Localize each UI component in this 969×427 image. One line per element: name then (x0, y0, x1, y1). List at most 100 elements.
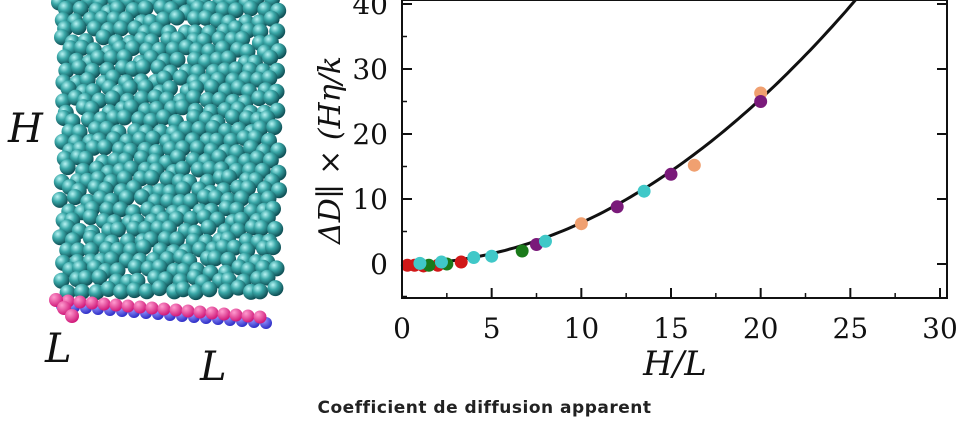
fluid-particle (103, 49, 120, 66)
fit-curve-group (402, 0, 858, 266)
fluid-particle (59, 159, 76, 176)
y-tick-label: 10 (352, 183, 388, 216)
wall-particle-magenta (253, 310, 267, 324)
fluid-particle (72, 0, 89, 17)
fluid-particle (183, 210, 200, 227)
data-point (434, 255, 448, 269)
axis-ticks: 0 5 10 15 20 25 30 0 10 20 30 40 (352, 0, 957, 345)
fluid-particle (73, 39, 90, 56)
wall-particle-magenta (73, 295, 87, 309)
figure-caption: Coefficient de diffusion apparent (317, 398, 652, 418)
fluid-particle (175, 281, 192, 298)
fluid-particle (168, 231, 185, 248)
fluid-particle (91, 269, 108, 286)
wall-particle-magenta (97, 297, 111, 311)
y-tick-label: 40 (352, 0, 388, 21)
fluid-particle (174, 160, 191, 177)
data-point (485, 249, 499, 263)
fluid-particle (151, 280, 168, 297)
x-tick-label: 15 (653, 312, 689, 345)
fluid-particle (122, 79, 138, 96)
data-points (400, 86, 768, 273)
fluid-particle (90, 49, 107, 66)
fluid-particle (252, 23, 269, 40)
fluid-particle (145, 130, 161, 147)
fluid-particle (83, 242, 99, 259)
fluid-particle (77, 270, 94, 286)
fluid-particle (70, 19, 87, 35)
fluid-particle (205, 120, 222, 136)
fluid-particle (134, 189, 150, 206)
fluid-particle (228, 2, 244, 19)
length-label-left: L (44, 326, 72, 372)
fluid-particle (133, 90, 150, 107)
y-axis-label: ΔD∥ × (Hη/k (313, 56, 348, 245)
fluid-particle (116, 109, 133, 126)
fluid-particle (201, 281, 218, 298)
fluid-particle (67, 189, 83, 206)
fluid-particle (96, 139, 113, 156)
length-label-bottom: L (199, 344, 227, 390)
fluid-particle (262, 49, 279, 66)
plot-frame (401, 0, 948, 299)
x-tick-label: 5 (483, 312, 501, 345)
fluid-particle (263, 89, 280, 106)
fluid-particle (138, 283, 155, 300)
fluid-particle (131, 111, 148, 128)
particle-simulation-illustration (49, 0, 287, 329)
wall-particle-magenta (157, 302, 171, 316)
fluid-particle (187, 284, 204, 301)
fluid-particle (159, 170, 176, 187)
wall-particle-magenta (65, 309, 79, 323)
data-point (754, 95, 768, 108)
fluid-particle (51, 191, 68, 208)
fluid-particle (200, 219, 217, 236)
x-tick-label: 25 (833, 312, 869, 345)
wall-particle-magenta (217, 307, 231, 321)
fluid-particle (52, 229, 69, 246)
fluid-particle (182, 193, 199, 210)
fluid-particle (135, 59, 151, 75)
fluid-particle (218, 283, 235, 300)
fluid-particle (251, 90, 268, 107)
fluid-particle (224, 109, 241, 126)
fluid-particle (77, 150, 94, 167)
fluid-particle (71, 59, 87, 76)
x-tick-label: 30 (922, 312, 958, 345)
fluid-particle (169, 51, 186, 68)
wall-particle-magenta (193, 305, 207, 319)
data-point (538, 234, 552, 248)
fluid-particle (112, 201, 129, 218)
fluid-particle (127, 259, 144, 276)
fluid-particle (211, 149, 228, 166)
fluid-particle (126, 282, 143, 299)
fit-curve (402, 0, 858, 266)
fluid-particle (230, 279, 247, 296)
fluid-particle (155, 109, 172, 126)
fluid-particle (207, 250, 224, 267)
x-tick-label: 10 (564, 312, 600, 345)
fluid-particle (143, 169, 160, 186)
data-point (454, 255, 468, 269)
data-point (637, 184, 651, 198)
wall-particle-magenta (109, 298, 123, 312)
y-tick-label: 20 (352, 118, 388, 151)
data-point (664, 167, 678, 181)
fluid-particle (95, 29, 112, 46)
fluid-particle (265, 239, 281, 256)
y-tick-label: 30 (352, 53, 388, 86)
fluid-particle (221, 169, 238, 186)
data-point (515, 244, 529, 258)
fluid-particle (100, 281, 117, 297)
fluid-particle (252, 283, 268, 300)
data-point (687, 158, 701, 172)
diffusion-chart: 0 5 10 15 20 25 30 0 10 20 30 40 H/L ΔD∥ × (Hη/k (313, 0, 958, 384)
fluid-particle (203, 79, 220, 96)
fluid-particle (263, 10, 280, 27)
wall-particle-magenta (205, 306, 219, 320)
x-tick-label: 20 (743, 312, 779, 345)
fluid-particle (82, 209, 99, 226)
fluid-particle (201, 160, 218, 177)
fluid-particle (70, 242, 87, 259)
